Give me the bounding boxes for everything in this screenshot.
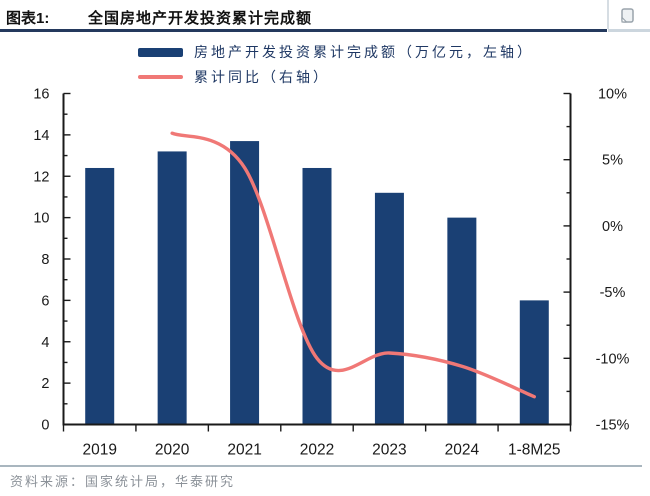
x-axis-label-1-8M25: 1-8M25 <box>508 442 561 459</box>
bar-1-8M25 <box>519 300 549 425</box>
right-tick-label: 0% <box>602 219 623 235</box>
bar-2020 <box>157 151 187 425</box>
x-axis-label-2020: 2020 <box>155 442 190 459</box>
bar-series-swatch <box>138 47 183 57</box>
left-tick-label: 0 <box>41 418 49 434</box>
source-note: 资料来源：国家统计局，华泰研究 <box>10 474 236 489</box>
header-divider <box>607 0 609 29</box>
right-tick-label: 5% <box>602 153 623 169</box>
line-series-swatch <box>138 75 183 79</box>
left-tick-label: 4 <box>41 335 49 351</box>
yoy-line <box>170 131 536 399</box>
right-tick-label: -5% <box>600 285 626 301</box>
title-underline <box>0 29 607 32</box>
x-axis-label-2024: 2024 <box>445 442 480 459</box>
x-axis-label-2023: 2023 <box>372 442 406 459</box>
left-tick-label: 2 <box>41 376 49 392</box>
copy-note-icon[interactable] <box>617 6 637 26</box>
left-tick-label: 10 <box>33 211 49 227</box>
bar-2019 <box>85 167 115 425</box>
bar-series-label: 房地产开发投资累计完成额（万亿元，左轴） <box>194 44 534 60</box>
bar-2021 <box>230 141 260 425</box>
footer-divider <box>0 465 642 467</box>
x-axis-label-2019: 2019 <box>82 442 116 459</box>
line-series-label: 累计同比（右轴） <box>194 69 330 85</box>
right-tick-label: -15% <box>596 418 630 434</box>
x-axis-label-2021: 2021 <box>227 442 261 459</box>
x-axis-label-2022: 2022 <box>300 442 334 459</box>
left-tick-label: 16 <box>33 87 49 103</box>
bar-2023 <box>374 192 404 425</box>
legend-item-line-series: 累计同比（右轴） <box>138 67 330 87</box>
left-tick-label: 6 <box>41 293 49 309</box>
title-underline-right <box>608 29 650 32</box>
legend-item-bar-series: 房地产开发投资累计完成额（万亿元，左轴） <box>138 42 534 62</box>
left-tick-label: 8 <box>41 252 49 268</box>
left-tick-label: 14 <box>33 128 49 144</box>
copy-note-icon-glyph <box>621 8 634 23</box>
bar-2024 <box>447 217 477 425</box>
right-tick-label: -10% <box>596 351 630 367</box>
right-tick-label: 10% <box>598 87 627 103</box>
left-tick-label: 12 <box>33 169 49 185</box>
figure-label: 图表1: <box>6 10 50 27</box>
bar-2022 <box>302 167 332 425</box>
figure-title: 全国房地产开发投资累计完成额 <box>88 10 313 27</box>
